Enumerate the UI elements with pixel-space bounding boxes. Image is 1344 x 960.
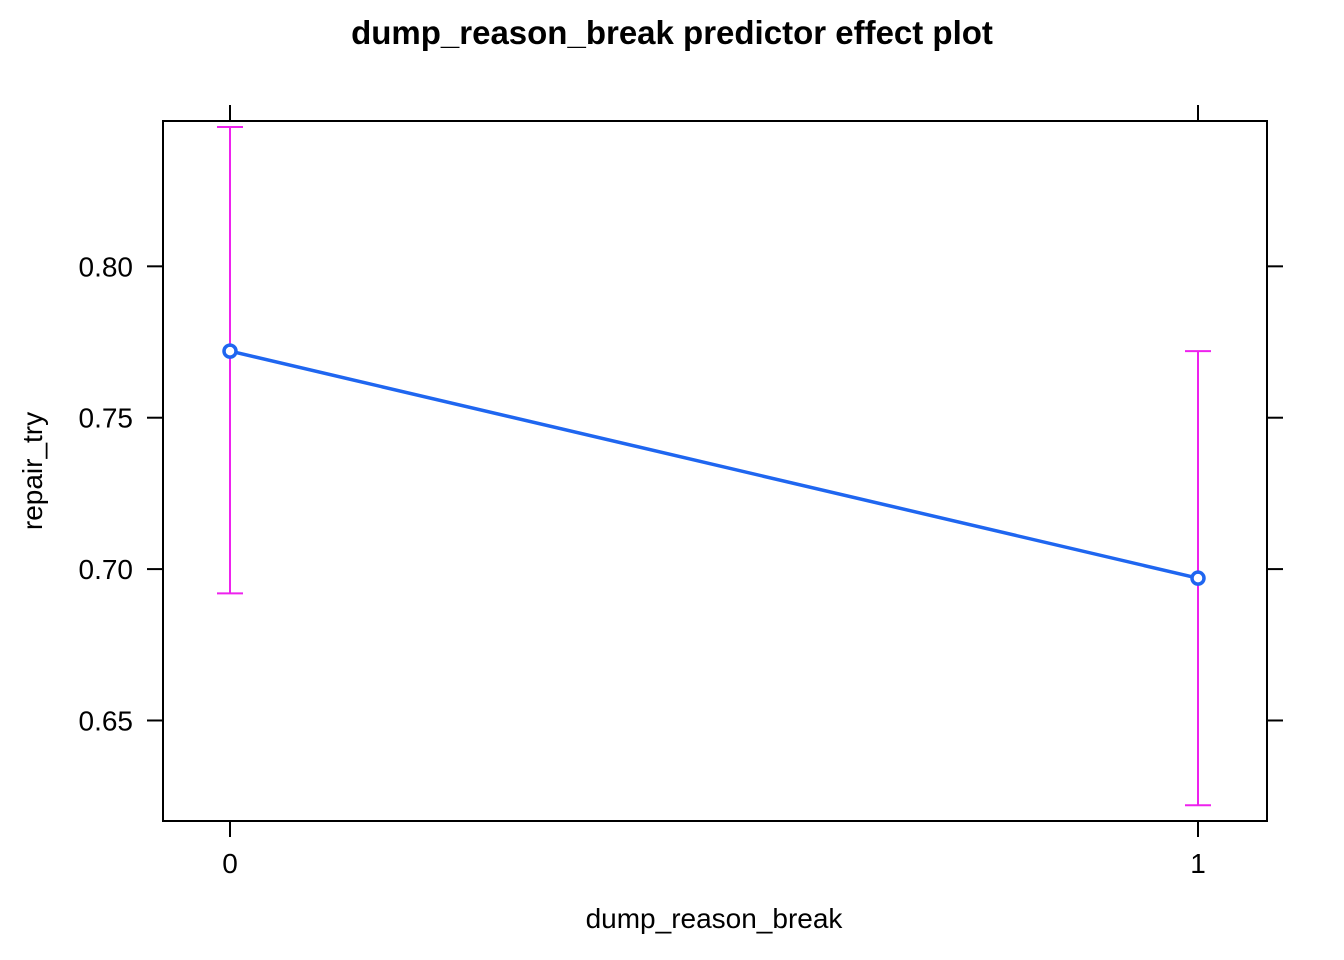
plot-frame bbox=[162, 120, 1268, 822]
series-line bbox=[229, 349, 1199, 580]
chart-title: dump_reason_break predictor effect plot bbox=[351, 14, 993, 51]
y-tick-label: 0.75 bbox=[79, 403, 134, 434]
x-axis-label: dump_reason_break bbox=[586, 903, 844, 934]
y-axis-label: repair_try bbox=[17, 412, 48, 530]
x-tick-label: 1 bbox=[1190, 848, 1206, 879]
effect-series bbox=[222, 343, 1206, 586]
data-point bbox=[222, 343, 238, 359]
y-tick-label: 0.80 bbox=[79, 251, 134, 282]
y-axis: 0.65 0.70 0.75 0.80 bbox=[79, 251, 1283, 736]
y-tick-label: 0.65 bbox=[79, 705, 134, 736]
data-point bbox=[1190, 570, 1206, 586]
x-tick-label: 0 bbox=[222, 848, 238, 879]
y-tick-label: 0.70 bbox=[79, 554, 134, 585]
